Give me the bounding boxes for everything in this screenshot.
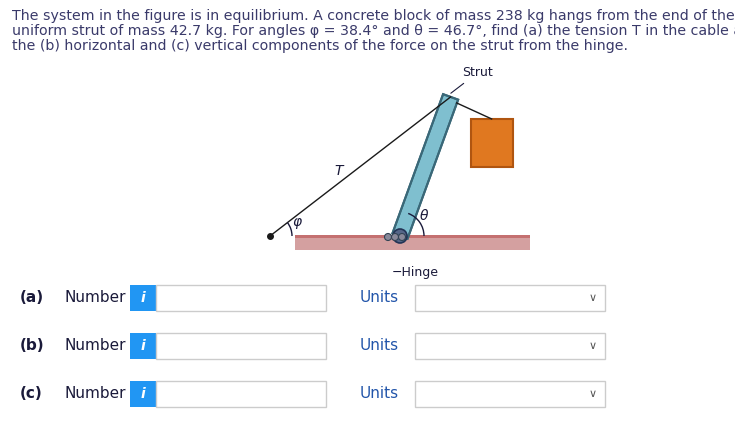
Text: Units: Units <box>360 339 399 354</box>
Bar <box>295 238 530 250</box>
Text: Number: Number <box>65 339 126 354</box>
Text: Number: Number <box>65 291 126 306</box>
FancyBboxPatch shape <box>130 333 156 359</box>
Text: Number: Number <box>65 386 126 401</box>
Text: Strut: Strut <box>451 66 493 93</box>
Text: (c): (c) <box>20 386 43 401</box>
Text: ∨: ∨ <box>589 293 597 303</box>
Text: ∨: ∨ <box>589 389 597 399</box>
Bar <box>415 285 605 311</box>
Text: (b): (b) <box>20 339 45 354</box>
Circle shape <box>398 233 406 240</box>
Text: θ: θ <box>420 209 429 223</box>
Bar <box>415 333 605 359</box>
Bar <box>470 119 512 167</box>
Circle shape <box>393 229 407 243</box>
Bar <box>295 235 530 238</box>
Bar <box>156 285 326 311</box>
FancyBboxPatch shape <box>130 285 156 311</box>
Text: Units: Units <box>360 291 399 306</box>
Bar <box>156 333 326 359</box>
Text: The system in the figure is in equilibrium. A concrete block of mass 238 kg hang: The system in the figure is in equilibri… <box>12 9 735 23</box>
Text: Units: Units <box>360 386 399 401</box>
Text: uniform strut of mass 42.7 kg. For angles φ = 38.4° and θ = 46.7°, find (a) the : uniform strut of mass 42.7 kg. For angle… <box>12 24 735 38</box>
Bar <box>156 381 326 407</box>
Bar <box>415 381 605 407</box>
Circle shape <box>392 233 398 240</box>
Text: ∨: ∨ <box>589 341 597 351</box>
Text: i: i <box>140 291 146 305</box>
Text: T: T <box>334 164 343 178</box>
Text: the (b) horizontal and (c) vertical components of the force on the strut from th: the (b) horizontal and (c) vertical comp… <box>12 39 628 53</box>
FancyBboxPatch shape <box>130 381 156 407</box>
Text: −Hinge: −Hinge <box>392 266 439 279</box>
Text: (a): (a) <box>20 291 44 306</box>
Text: φ: φ <box>292 215 301 229</box>
Text: i: i <box>140 339 146 353</box>
Polygon shape <box>392 94 458 239</box>
Circle shape <box>384 233 392 240</box>
Text: i: i <box>140 387 146 401</box>
